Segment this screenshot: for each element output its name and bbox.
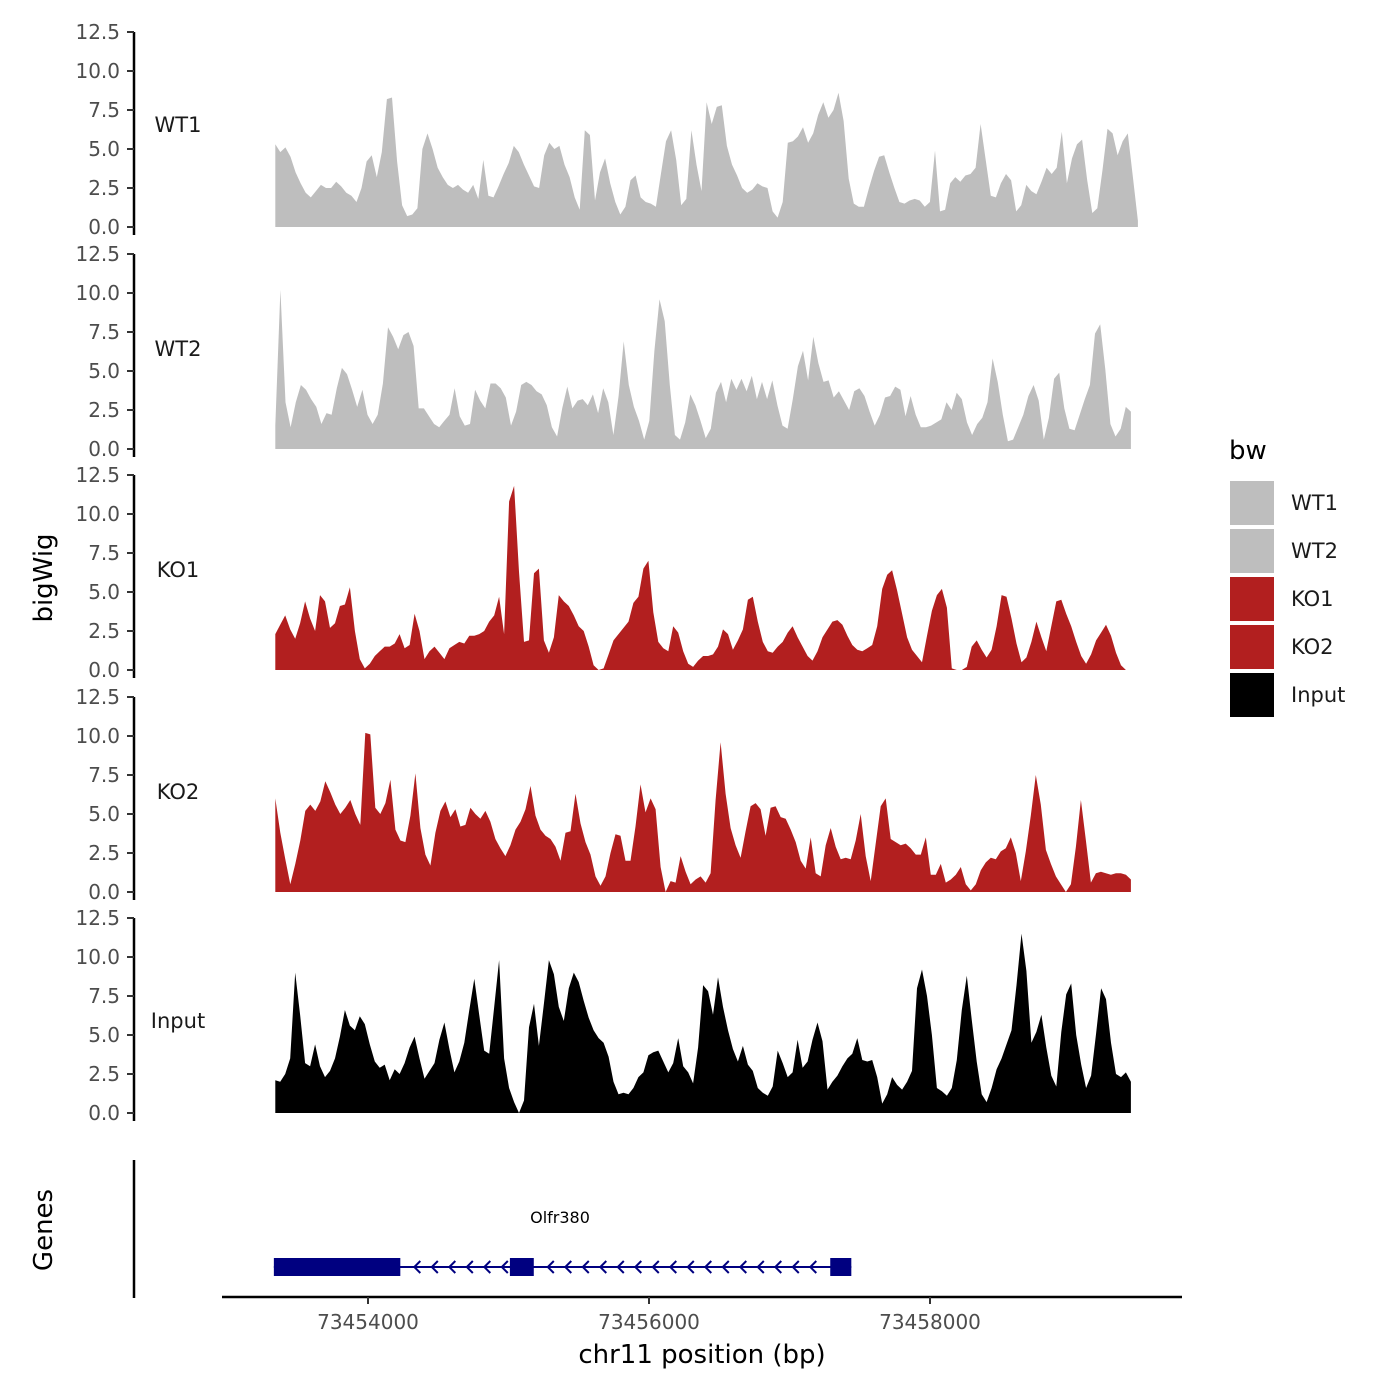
track-wt2: 0.0 2.5 5.0 7.5 10.0 12.5 WT2: [75, 242, 1131, 461]
strand-arrow: [791, 1260, 800, 1274]
x-axis-title: chr11 position (bp): [578, 1340, 825, 1370]
y-tick-label: 12.5: [75, 685, 120, 709]
y-tick-label: 0.0: [88, 215, 120, 239]
strand-arrow: [633, 1260, 642, 1274]
x-tick-label: 73456000: [598, 1310, 700, 1334]
y-tick-label: 10.0: [75, 945, 120, 969]
y-axis-title: bigWig: [29, 533, 59, 622]
strand-arrow: [738, 1260, 747, 1274]
track-label: Input: [151, 1009, 205, 1033]
y-tick-label: 7.5: [88, 541, 120, 565]
strand-arrow: [598, 1260, 607, 1274]
track-label: KO1: [157, 558, 200, 582]
legend-key-wt1: [1230, 481, 1274, 525]
strand-arrow: [651, 1260, 660, 1274]
y-tick-label: 10.0: [75, 281, 120, 305]
gene-track: Olfr380: [132, 1160, 852, 1298]
genes-axis-title: Genes: [29, 1189, 59, 1271]
legend-label: KO1: [1291, 587, 1334, 611]
strand-arrow: [500, 1260, 509, 1274]
legend-key-input: [1230, 673, 1274, 717]
y-tick-label: 7.5: [88, 763, 120, 787]
y-tick-label: 2.5: [88, 398, 120, 422]
legend-key-wt2: [1230, 529, 1274, 573]
strand-arrow: [412, 1260, 422, 1274]
strand-arrow: [482, 1260, 492, 1274]
strand-arrow: [447, 1260, 457, 1274]
legend: bw WT1 WT2 KO1 KO2 Input: [1229, 436, 1345, 717]
y-tick-label: 7.5: [88, 98, 120, 122]
y-tick-label: 7.5: [88, 320, 120, 344]
legend-label: Input: [1291, 683, 1345, 707]
strand-arrow: [773, 1260, 782, 1274]
strand-arrow: [721, 1260, 730, 1274]
gene-exon: [830, 1258, 852, 1276]
y-tick-label: 10.0: [75, 59, 120, 83]
track-input: 0.0 2.5 5.0 7.5 10.0 12.5 Input: [75, 906, 1131, 1125]
y-tick-label: 0.0: [88, 880, 120, 904]
gene-exon: [509, 1258, 534, 1276]
track-label: KO2: [157, 780, 200, 804]
strand-arrow: [686, 1260, 695, 1274]
y-tick-label: 5.0: [88, 580, 120, 604]
legend-title: bw: [1229, 436, 1267, 466]
coverage-tracks: 0.0 2.5 5.0 7.5 10.0 12.5 WT1 0.0 2.5 5.0 7.5 10.0 1…: [75, 20, 1138, 1125]
y-tick-label: 5.0: [88, 137, 120, 161]
y-tick-label: 5.0: [88, 1023, 120, 1047]
y-tick-label: 2.5: [88, 841, 120, 865]
legend-label: KO2: [1291, 635, 1334, 659]
legend-label: WT1: [1291, 491, 1338, 515]
strand-arrow: [581, 1260, 590, 1274]
coverage-area-wt2: [275, 289, 1131, 449]
strand-arrow: [430, 1260, 439, 1274]
x-axis: 73454000 73456000 73458000: [222, 1295, 1182, 1334]
strand-arrow: [808, 1260, 817, 1274]
y-tick-label: 5.0: [88, 359, 120, 383]
x-tick-label: 73458000: [879, 1310, 981, 1334]
legend-key-ko2: [1230, 625, 1274, 669]
y-tick-label: 7.5: [88, 984, 120, 1008]
y-tick-label: 12.5: [75, 20, 120, 44]
y-tick-label: 0.0: [88, 437, 120, 461]
y-tick-label: 10.0: [75, 724, 120, 748]
strand-arrow: [756, 1260, 765, 1274]
y-tick-label: 12.5: [75, 242, 120, 266]
y-tick-label: 2.5: [88, 1062, 120, 1086]
coverage-area-input: [275, 933, 1131, 1113]
gene-name-label: Olfr380: [530, 1208, 590, 1227]
gene-exon: [273, 1258, 401, 1276]
strand-arrow: [563, 1260, 572, 1274]
y-tick-label: 12.5: [75, 906, 120, 930]
y-tick-label: 0.0: [88, 658, 120, 682]
y-tick-label: 2.5: [88, 176, 120, 200]
y-tick-label: 5.0: [88, 802, 120, 826]
strand-arrow: [668, 1260, 677, 1274]
y-tick-label: 0.0: [88, 1101, 120, 1125]
y-tick-label: 10.0: [75, 502, 120, 526]
strand-arrow: [546, 1260, 555, 1274]
track-ko2: 0.0 2.5 5.0 7.5 10.0 12.5 KO2: [75, 685, 1131, 904]
track-label: WT2: [155, 337, 202, 361]
legend-label: WT2: [1291, 539, 1338, 563]
coverage-area-ko2: [275, 732, 1131, 892]
track-wt1: 0.0 2.5 5.0 7.5 10.0 12.5 WT1: [75, 20, 1138, 239]
strand-arrow: [703, 1260, 712, 1274]
track-label: WT1: [155, 113, 202, 137]
strand-arrow: [465, 1260, 474, 1274]
coverage-area-ko1: [275, 485, 1131, 670]
y-tick-label: 12.5: [75, 463, 120, 487]
y-tick-label: 2.5: [88, 619, 120, 643]
legend-key-ko1: [1230, 577, 1274, 621]
x-tick-label: 73454000: [317, 1310, 419, 1334]
coverage-area-wt1: [275, 92, 1138, 227]
strand-arrow: [616, 1260, 625, 1274]
track-ko1: 0.0 2.5 5.0 7.5 10.0 12.5 KO1: [75, 463, 1131, 682]
